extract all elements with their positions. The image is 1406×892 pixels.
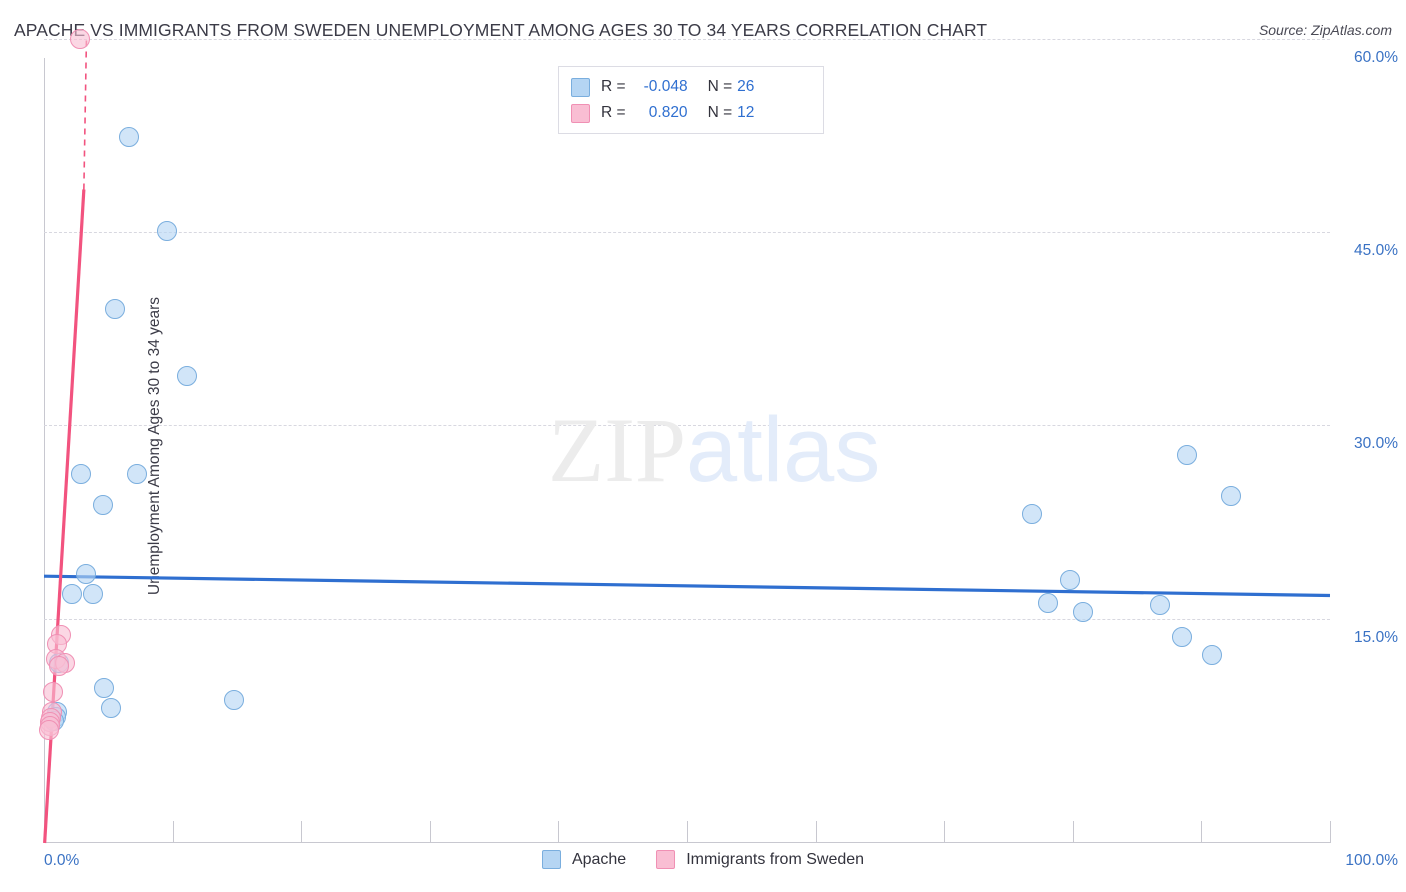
data-point-apache[interactable] <box>176 366 197 387</box>
data-point-apache[interactable] <box>1220 486 1241 507</box>
data-point-apache[interactable] <box>1038 593 1059 614</box>
apache-swatch-icon <box>571 77 590 97</box>
y-axis-tick-label: 60.0% <box>1354 48 1398 66</box>
data-point-apache[interactable] <box>1201 644 1222 665</box>
x-axis-tick <box>172 821 174 843</box>
x-axis-tick <box>687 821 688 843</box>
trend-lines <box>43 38 1331 844</box>
trendline-immigrants-from-sweden <box>43 189 86 844</box>
data-point-apache[interactable] <box>126 464 147 485</box>
data-point-apache[interactable] <box>62 584 83 605</box>
gridline <box>44 232 1330 233</box>
y-axis-line <box>44 58 45 843</box>
legend-swatch-apache-icon <box>541 850 561 869</box>
data-point-apache[interactable] <box>1060 570 1081 591</box>
data-point-sweden[interactable] <box>70 28 90 49</box>
legend-item-sweden[interactable]: Immigrants from Sweden <box>656 850 864 869</box>
x-axis-tick <box>944 821 946 843</box>
data-point-apache[interactable] <box>93 495 114 516</box>
page-title: APACHE VS IMMIGRANTS FROM SWEDEN UNEMPLO… <box>14 20 988 40</box>
stats-row-apache: R = -0.048 N = 26 <box>571 74 811 100</box>
sweden-n-value: 12 <box>737 104 755 121</box>
data-point-apache[interactable] <box>1150 594 1171 615</box>
apache-r-value: -0.048 <box>643 78 688 95</box>
legend-item-apache[interactable]: Apache <box>541 850 627 869</box>
data-point-apache[interactable] <box>118 126 139 147</box>
data-point-sweden[interactable] <box>43 682 63 703</box>
x-axis-tick <box>301 821 303 843</box>
x-axis-tick <box>815 821 817 843</box>
data-point-apache[interactable] <box>1021 504 1042 525</box>
legend-swatch-sweden-icon <box>656 850 676 869</box>
x-axis-max-label: 100.0% <box>1345 852 1398 869</box>
data-point-apache[interactable] <box>1172 626 1193 647</box>
sweden-r-label: R = <box>601 104 626 121</box>
data-point-apache[interactable] <box>224 689 245 710</box>
data-point-apache[interactable] <box>94 678 115 699</box>
data-point-sweden[interactable] <box>49 656 70 677</box>
x-axis-tick <box>558 821 560 843</box>
legend-label-apache: Apache <box>571 850 627 868</box>
x-axis-tick <box>1330 821 1331 843</box>
sweden-r-value: 0.820 <box>648 104 688 121</box>
gridline <box>44 425 1330 427</box>
data-point-apache[interactable] <box>157 220 178 241</box>
y-axis-tick-label: 45.0% <box>1354 242 1398 259</box>
x-axis-tick <box>1201 821 1203 843</box>
x-axis-min-label: 0.0% <box>44 852 80 869</box>
data-point-apache[interactable] <box>104 299 125 320</box>
plot-area <box>39 28 1331 844</box>
data-point-apache[interactable] <box>76 563 97 584</box>
gridline <box>44 38 1330 40</box>
apache-n-label: N = <box>707 78 733 95</box>
data-point-apache[interactable] <box>1073 602 1094 623</box>
x-axis-tick <box>1072 821 1074 843</box>
sweden-swatch-icon <box>571 103 590 123</box>
legend-label-sweden: Immigrants from Sweden <box>686 850 865 868</box>
apache-n-value: 26 <box>737 78 755 95</box>
data-point-apache[interactable] <box>82 584 103 605</box>
stats-row-sweden: R = 0.820 N = 12 <box>571 100 811 126</box>
apache-r-label: R = <box>601 78 626 95</box>
y-axis-tick-label: 30.0% <box>1354 435 1398 453</box>
source-note: Source: ZipAtlas.com <box>1258 22 1392 38</box>
data-point-apache[interactable] <box>100 697 121 718</box>
x-axis-tick <box>429 821 431 843</box>
trendline-apache <box>43 574 1331 598</box>
data-point-apache[interactable] <box>71 464 92 485</box>
y-axis-tick-label: 15.0% <box>1354 628 1398 646</box>
sweden-n-label: N = <box>707 104 733 121</box>
data-point-sweden[interactable] <box>39 719 60 740</box>
gridline <box>44 618 1330 620</box>
data-point-apache[interactable] <box>1177 445 1198 465</box>
trendline-dashed-immigrants-from-sweden <box>83 38 88 190</box>
correlation-stats-box: R = -0.048 N = 26 R = 0.820 N = 12 <box>558 66 824 134</box>
series-legend: Apache Immigrants from Sweden <box>0 850 1406 869</box>
